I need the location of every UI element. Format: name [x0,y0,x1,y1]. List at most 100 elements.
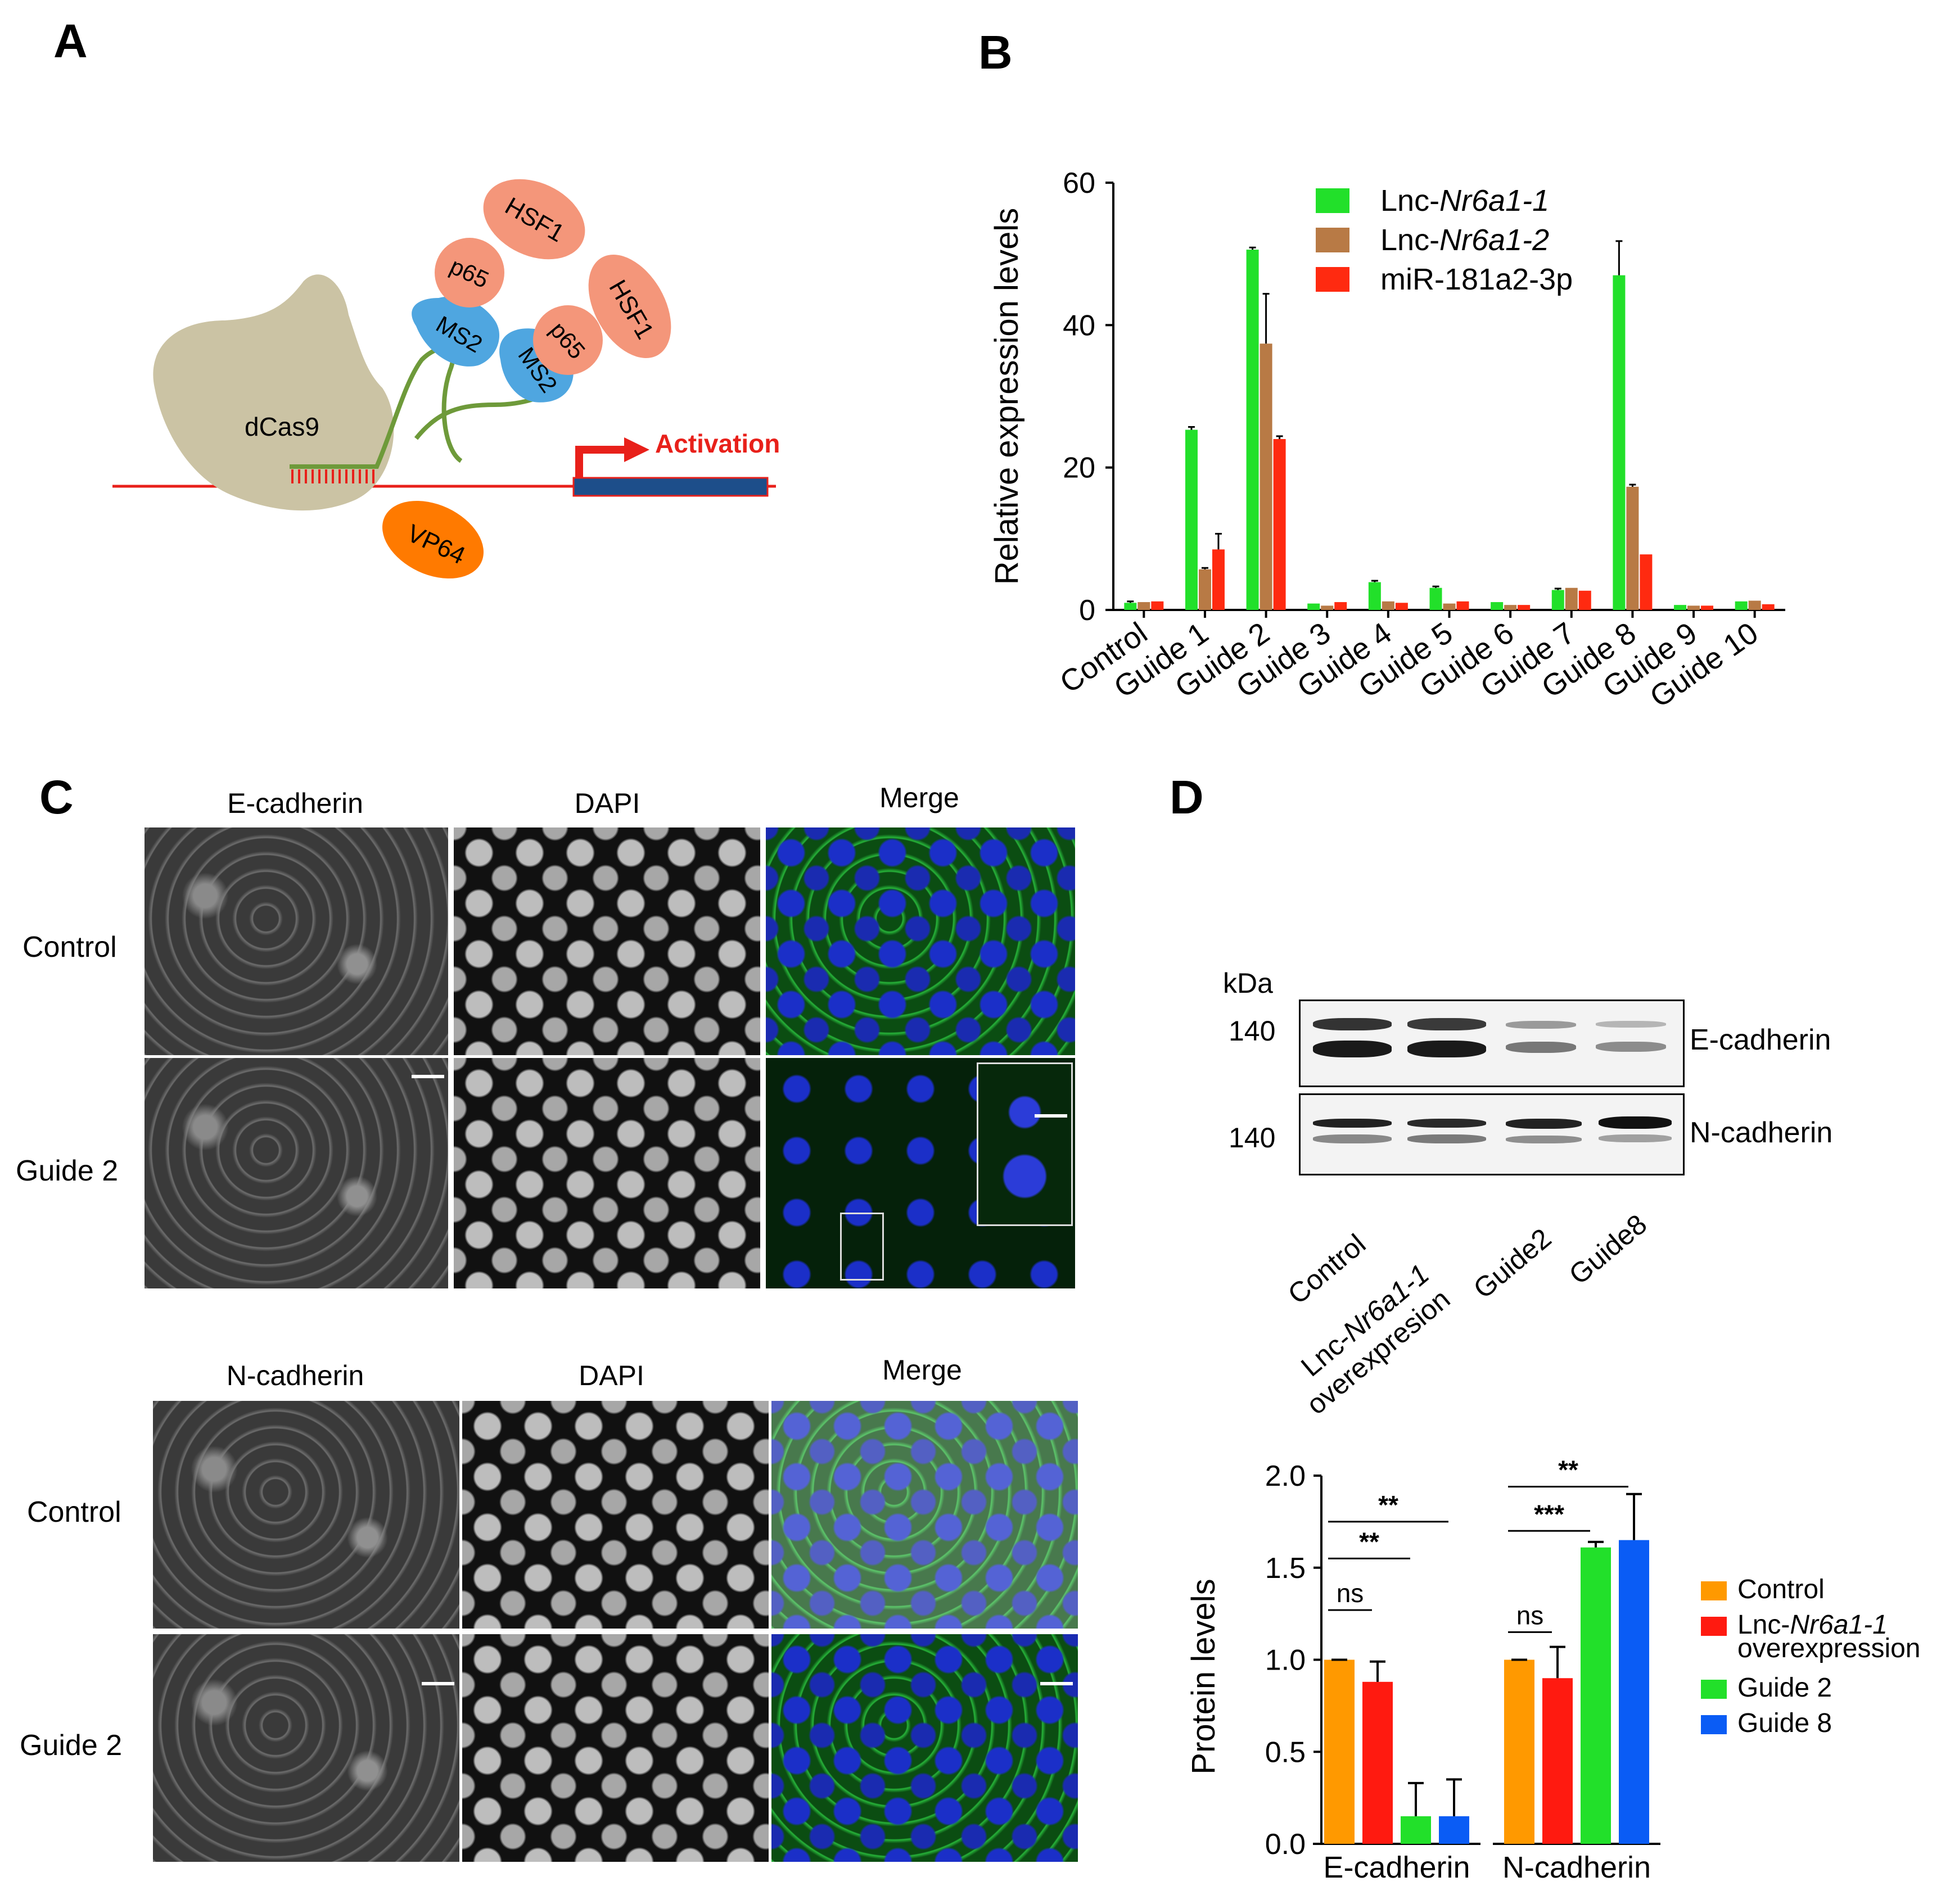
legend-label: Guide 2 [1737,1673,1832,1703]
legend-label: Lnc-Nr6a1-2 [1380,223,1549,257]
legend-label: Control [1737,1575,1825,1604]
activation-arrow [575,446,630,478]
blot-kda-label: kDa [1223,967,1273,999]
bar [1395,603,1408,610]
legend-label-prefix: Lnc- [1380,223,1439,257]
y-axis-label: Relative expression levels [988,208,1025,585]
bar [1504,1659,1534,1844]
bar [1382,601,1394,610]
dcas9-shape [153,274,394,511]
blot-marker-bottom: 140 [1229,1122,1276,1154]
significance-label: ns [1516,1600,1544,1630]
bar [1439,1816,1469,1844]
bar [1748,600,1761,610]
c-header-dapi-bottom: DAPI [579,1360,644,1391]
y-tick-label: 0.5 [1265,1736,1306,1769]
legend-label-italic: Nr6a1-2 [1439,223,1549,257]
bar [1613,275,1626,610]
bar [1212,549,1225,610]
micrograph-merge-control [765,826,1076,1056]
bar [1504,605,1517,610]
bar [1578,590,1591,610]
bar [1565,587,1578,610]
bar [1542,1678,1573,1844]
bar [1581,1547,1611,1844]
y-tick-label: 2.0 [1265,1460,1306,1493]
bar [1443,603,1456,610]
p65-right-shape [533,305,603,375]
c-header-merge-bottom: Merge [882,1354,962,1386]
c-row-guide2-top: Guide 2 [16,1155,119,1187]
bar [1687,605,1700,610]
micrograph-dapi-control [453,826,761,1056]
bar [1185,429,1198,610]
bar [1321,605,1334,610]
significance-label: ** [1378,1490,1398,1519]
scale-bar-2 [422,1682,454,1685]
blot-label-ncad: N-cadherin [1690,1116,1833,1149]
legend-label-italic: Nr6a1-1 [1439,184,1549,218]
scale-bar [412,1075,444,1078]
y-tick-label: 60 [1063,167,1095,200]
blot-lane-guide8: Guide8 [1563,1208,1653,1291]
bar [1260,343,1272,610]
legend-swatch [1701,1581,1727,1600]
y-tick-label: 1.0 [1265,1644,1306,1677]
protein-bar-chart: 0.0 0.5 1.0 1.5 2.0 Protein levels E-cadherin N… [1185,1455,1921,1884]
panel-letter-a: A [53,15,88,67]
inset-zoom [977,1062,1073,1226]
micrograph-ecad-control [143,826,449,1056]
micrograph-dapi-control-2 [461,1400,770,1630]
micrograph-ncad-guide2 [152,1633,461,1863]
legend-label-prefix: miR-181a2-3p [1380,263,1573,296]
micrograph-dapi-guide2-2 [461,1633,770,1863]
bar [1674,605,1687,610]
c-header-dapi-top: DAPI [574,788,640,819]
p65-left-shape [435,238,504,307]
bar [1701,605,1714,610]
micrograph-merge-guide2-2 [770,1633,1079,1863]
blot-lane-guide2: Guide2 [1467,1222,1558,1305]
hsf1-right-shape [588,255,671,358]
inset-scale-bar [1035,1114,1067,1118]
c-header-merge-top: Merge [879,782,959,813]
y-tick-label: 0 [1079,594,1095,627]
significance-label: ** [1558,1455,1578,1485]
bar [1456,601,1469,610]
hsf1-left-shape [483,179,585,260]
legend-label: Guide 8 [1737,1708,1832,1738]
legend-swatch [1701,1680,1727,1699]
bar [1334,602,1347,610]
bar [1362,1681,1393,1844]
micrograph-merge-guide2 [765,1057,1076,1290]
legend-label-prefix: Lnc- [1737,1610,1790,1640]
y-tick-label: 1.5 [1265,1552,1306,1585]
legend-swatch [1316,228,1349,252]
scale-bar-3 [1040,1682,1073,1685]
legend-swatch [1316,267,1349,292]
bar [1491,602,1504,610]
inset-region-box [840,1213,884,1281]
panel-letter-c: C [39,771,74,824]
significance-label: ns [1337,1579,1364,1608]
bar [1762,604,1775,610]
x-tick-label: N-cadherin [1502,1851,1651,1884]
bar [1640,554,1653,610]
bar [1151,601,1164,610]
c-row-guide2-bottom: Guide 2 [20,1729,123,1762]
gene-box [572,477,769,497]
legend-label-line2: overexpression [1737,1634,1921,1663]
x-tick-label: E-cadherin [1323,1851,1470,1884]
micrograph-dapi-guide2 [453,1057,761,1290]
y-tick-label: 0.0 [1265,1828,1306,1861]
bar [1551,590,1564,610]
c-row-control-top: Control [22,931,117,964]
legend-label-italic: Nr6a1-1 [1790,1610,1887,1640]
significance-label: ** [1359,1527,1379,1556]
micrograph-ecad-guide2 [143,1057,449,1290]
panel-letter-b: B [978,26,1013,79]
blot-marker-top: 140 [1229,1015,1276,1047]
bar [1124,603,1137,610]
bar [1246,250,1259,610]
activation-label: Activation [655,429,780,458]
